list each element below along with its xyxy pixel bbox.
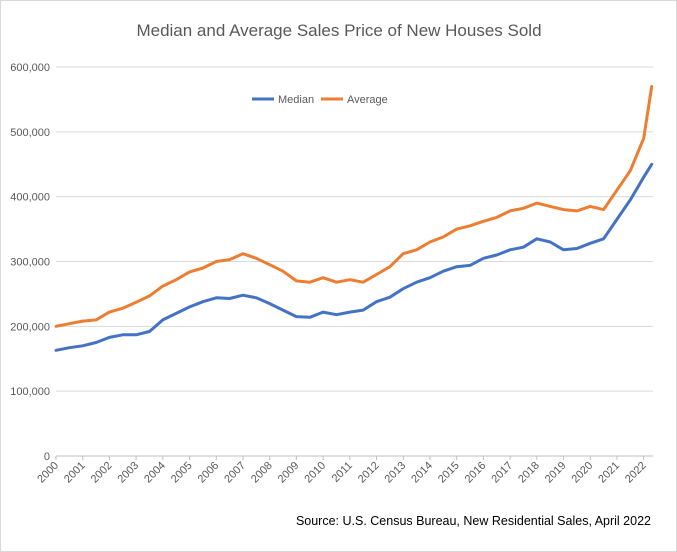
source-note: Source: U.S. Census Bureau, New Resident…: [296, 514, 651, 528]
y-tick-label: 200,000: [10, 321, 50, 333]
x-tick-label: 2000: [35, 460, 61, 486]
x-tick-label: 2011: [330, 460, 355, 485]
x-tick-label: 2007: [222, 460, 248, 486]
x-tick-label: 2018: [516, 460, 542, 486]
y-tick-label: 400,000: [10, 192, 50, 204]
x-tick-label: 2002: [89, 460, 115, 486]
y-tick-label: 600,000: [10, 62, 50, 74]
series-line-average: [54, 85, 654, 328]
x-tick-label: 2015: [436, 460, 462, 486]
x-tick-label: 2006: [196, 460, 222, 486]
gridlines: [56, 66, 653, 457]
x-tick-label: 2017: [489, 460, 515, 486]
x-tick-label: 2022: [623, 460, 649, 486]
legend-average-label: Average: [347, 94, 388, 106]
x-axis-ticks: 2000 2001 2002 2003 2004 2005 2006 2007 2008 2009…: [35, 456, 649, 486]
x-tick-label: 2005: [169, 460, 195, 486]
x-tick-label: 2004: [142, 460, 168, 486]
series-lines: [54, 85, 654, 352]
x-tick-label: 2008: [249, 460, 275, 486]
legend: Median Average: [252, 94, 388, 106]
x-tick-label: 2014: [409, 460, 435, 486]
x-tick-label: 2016: [463, 460, 489, 486]
legend-median-label: Median: [278, 94, 314, 106]
x-tick-label: 2013: [383, 460, 409, 486]
chart-title: Median and Average Sales Price of New Ho…: [136, 21, 541, 40]
x-tick-label: 2020: [570, 460, 596, 486]
y-tick-label: 100,000: [10, 386, 50, 398]
x-tick-label: 2019: [543, 460, 569, 486]
x-tick-label: 2001: [62, 460, 88, 486]
y-axis-ticks: 0 100,000 200,000 300,000 400,000 500,000 600,…: [10, 62, 50, 463]
x-tick-label: 2010: [302, 460, 328, 486]
x-tick-label: 2009: [276, 460, 302, 486]
x-tick-label: 2021: [596, 460, 622, 486]
y-tick-label: 0: [44, 451, 50, 463]
y-tick-label: 300,000: [10, 257, 50, 269]
x-tick-label: 2012: [356, 460, 382, 486]
y-tick-label: 500,000: [10, 127, 50, 139]
series-line-median: [54, 162, 654, 352]
x-tick-label: 2003: [115, 460, 141, 486]
